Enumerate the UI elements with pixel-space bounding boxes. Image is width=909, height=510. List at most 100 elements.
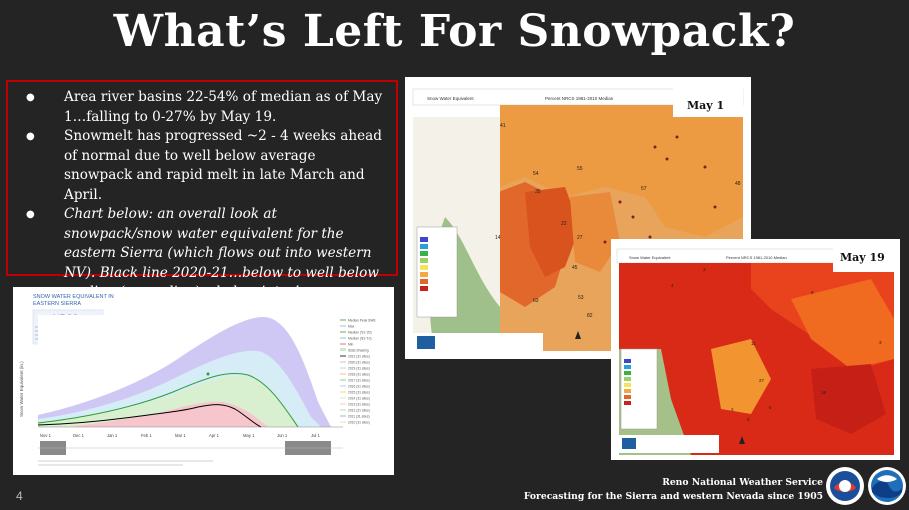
- snowpack-map-may19: Snow Water Equivalent Percent NRCS 1981-…: [611, 239, 900, 460]
- map-legend-swatches: [624, 359, 631, 405]
- basin-value: 45: [572, 265, 578, 271]
- basin-value: 16: [821, 390, 827, 395]
- basin-value: 48: [735, 181, 741, 187]
- usda-footer: [413, 333, 543, 353]
- map-legend-swatches: [420, 237, 428, 291]
- north-arrow-icon: [739, 436, 745, 444]
- map2-label-box: [833, 246, 895, 272]
- month-tick-label: Apr 1: [209, 433, 220, 438]
- page-number: 4: [16, 489, 23, 503]
- swe-chart-image: SNOW WATER EQUIVALENT IN EASTERN SIERRA …: [13, 287, 394, 475]
- legend-entry: Stats Shading: [348, 349, 369, 353]
- slide-title: What’s Left For Snowpack?: [113, 6, 796, 57]
- lower-quartile-shading: [73, 401, 268, 427]
- legend-entry: Median ('91-'20): [348, 331, 372, 335]
- basin-value: 4: [671, 283, 674, 288]
- month-tick-label: May 1: [243, 433, 255, 438]
- noaa-logo-icon: [868, 467, 906, 505]
- map-region-center: [570, 192, 620, 272]
- legend-entry: Median Peak SWE: [348, 319, 376, 323]
- basin-value: 35: [535, 189, 541, 195]
- basin-value: 82: [587, 313, 593, 319]
- month-tick-label: Nov 1: [40, 433, 52, 438]
- basin-value: 54: [533, 171, 539, 177]
- basin-value: 3: [879, 340, 882, 345]
- month-tick-label: Jan 1: [107, 433, 118, 438]
- footer-credit: Reno National Weather Service Forecastin…: [524, 476, 823, 504]
- map2-date-label: May 19: [840, 251, 885, 264]
- basin-value: 41: [500, 123, 506, 129]
- legend-entry: 2018 (31 sites): [348, 373, 370, 377]
- basin-value: 27: [577, 235, 583, 241]
- chart-title-line1: SNOW WATER EQUIVALENT IN: [33, 294, 114, 300]
- legend-entry: 2015 (31 sites): [348, 391, 370, 395]
- footer-line1: Reno National Weather Service: [662, 477, 823, 488]
- legend-entry: 2010 (31 sites): [348, 421, 370, 425]
- chart-title-line2: EASTERN SIERRA: [33, 301, 81, 307]
- basin-value: 11: [751, 341, 756, 346]
- median-peak-marker: [206, 372, 210, 376]
- basin-value: 2: [731, 407, 734, 412]
- usda-logo-icon: [622, 438, 636, 449]
- basin-value: 63: [533, 298, 539, 304]
- basin-value: 5: [769, 405, 772, 410]
- basin-value: 22: [561, 221, 567, 227]
- basin-value: 57: [641, 186, 647, 192]
- footer-line2: Forecasting for the Sierra and western N…: [523, 491, 823, 502]
- map-region-north: [500, 105, 743, 237]
- legend-entry: 2013 (31 sites): [348, 403, 370, 407]
- legend-entry: Max: [348, 325, 355, 329]
- map-header-left: Snow Water Equivalent: [629, 255, 671, 260]
- basin-value: 53: [578, 295, 584, 301]
- legend-entry: 2016 (31 sites): [348, 385, 370, 389]
- map-may19-graphic: Snow Water Equivalent Percent NRCS 1981-…: [611, 239, 900, 460]
- bullet-item: Area river basins 22-54% of median as of…: [26, 88, 388, 127]
- basin-value: 8: [811, 290, 814, 295]
- legend-entry: 2017 (31 sites): [348, 379, 370, 383]
- month-tick-label: Jun 1: [277, 433, 288, 438]
- basin-value: 0: [747, 417, 750, 422]
- legend-entry: 2021 (31 sites): [348, 355, 370, 359]
- map1-site-dots: [603, 135, 717, 244]
- swe-chart-graphic: SNOW WATER EQUIVALENT IN EASTERN SIERRA …: [19, 294, 376, 466]
- basin-value: 3: [703, 267, 706, 272]
- month-tick-label: Mar 1: [175, 433, 186, 438]
- median-line: [37, 372, 299, 428]
- bullet-item: Snowmelt has progressed ~2 - 4 weeks ahe…: [26, 127, 388, 205]
- map1-label-box: [673, 87, 743, 117]
- north-arrow-icon: [575, 331, 581, 339]
- usda-logo-icon: [417, 336, 435, 349]
- usda-footer: [619, 435, 719, 453]
- map-header-center: Percent NRCS 1981-2010 Median: [545, 96, 614, 101]
- basin-value: 14: [495, 235, 501, 241]
- chart-footnote-lines: [38, 460, 213, 466]
- bullet-box: Area river basins 22-54% of median as of…: [6, 80, 398, 300]
- map-region-east: [791, 279, 894, 369]
- legend-entry: 2020 (31 sites): [348, 361, 370, 365]
- map-region-center: [711, 339, 771, 414]
- map1-date-label: May 1: [687, 99, 725, 112]
- map-header-left: Snow Water Equivalent: [427, 96, 474, 101]
- basin-value: 27: [759, 378, 765, 383]
- month-tick-label: Feb 1: [141, 433, 152, 438]
- map-may1-graphic: Snow Water Equivalent Percent NRCS 1981-…: [405, 77, 751, 359]
- nws-logo-icon: [826, 467, 864, 505]
- month-tick-label: Dec 1: [73, 433, 85, 438]
- current-year-line: [37, 404, 262, 428]
- map2-basin-values: 3 4 8 11 3 27 16 5 0 2: [671, 267, 882, 422]
- legend-entry: 2014 (31 sites): [348, 397, 370, 401]
- basin-value: 55: [577, 166, 583, 172]
- legend-entry: Median ('81-'10): [348, 337, 372, 341]
- legend-entry: 2019 (31 sites): [348, 367, 370, 371]
- chart-legend: Median Peak SWE Max Median ('91-'20) Med…: [340, 319, 376, 425]
- legend-entry: 2012 (31 sites): [348, 409, 370, 413]
- legend-entry: Min: [348, 343, 353, 347]
- map-region-south: [811, 364, 886, 434]
- map-region-southwest: [525, 187, 580, 277]
- snowpack-map-may1: Snow Water Equivalent Percent NRCS 1981-…: [405, 77, 751, 359]
- month-tick-labels: Nov 1 Dec 1 Jan 1 Feb 1 Mar 1 Apr 1 May …: [40, 433, 321, 438]
- legend-entry: 2011 (31 sites): [348, 415, 370, 419]
- map-header-center: Percent NRCS 1981-2010 Median: [726, 255, 787, 260]
- month-tick-label: Jul 1: [311, 433, 321, 438]
